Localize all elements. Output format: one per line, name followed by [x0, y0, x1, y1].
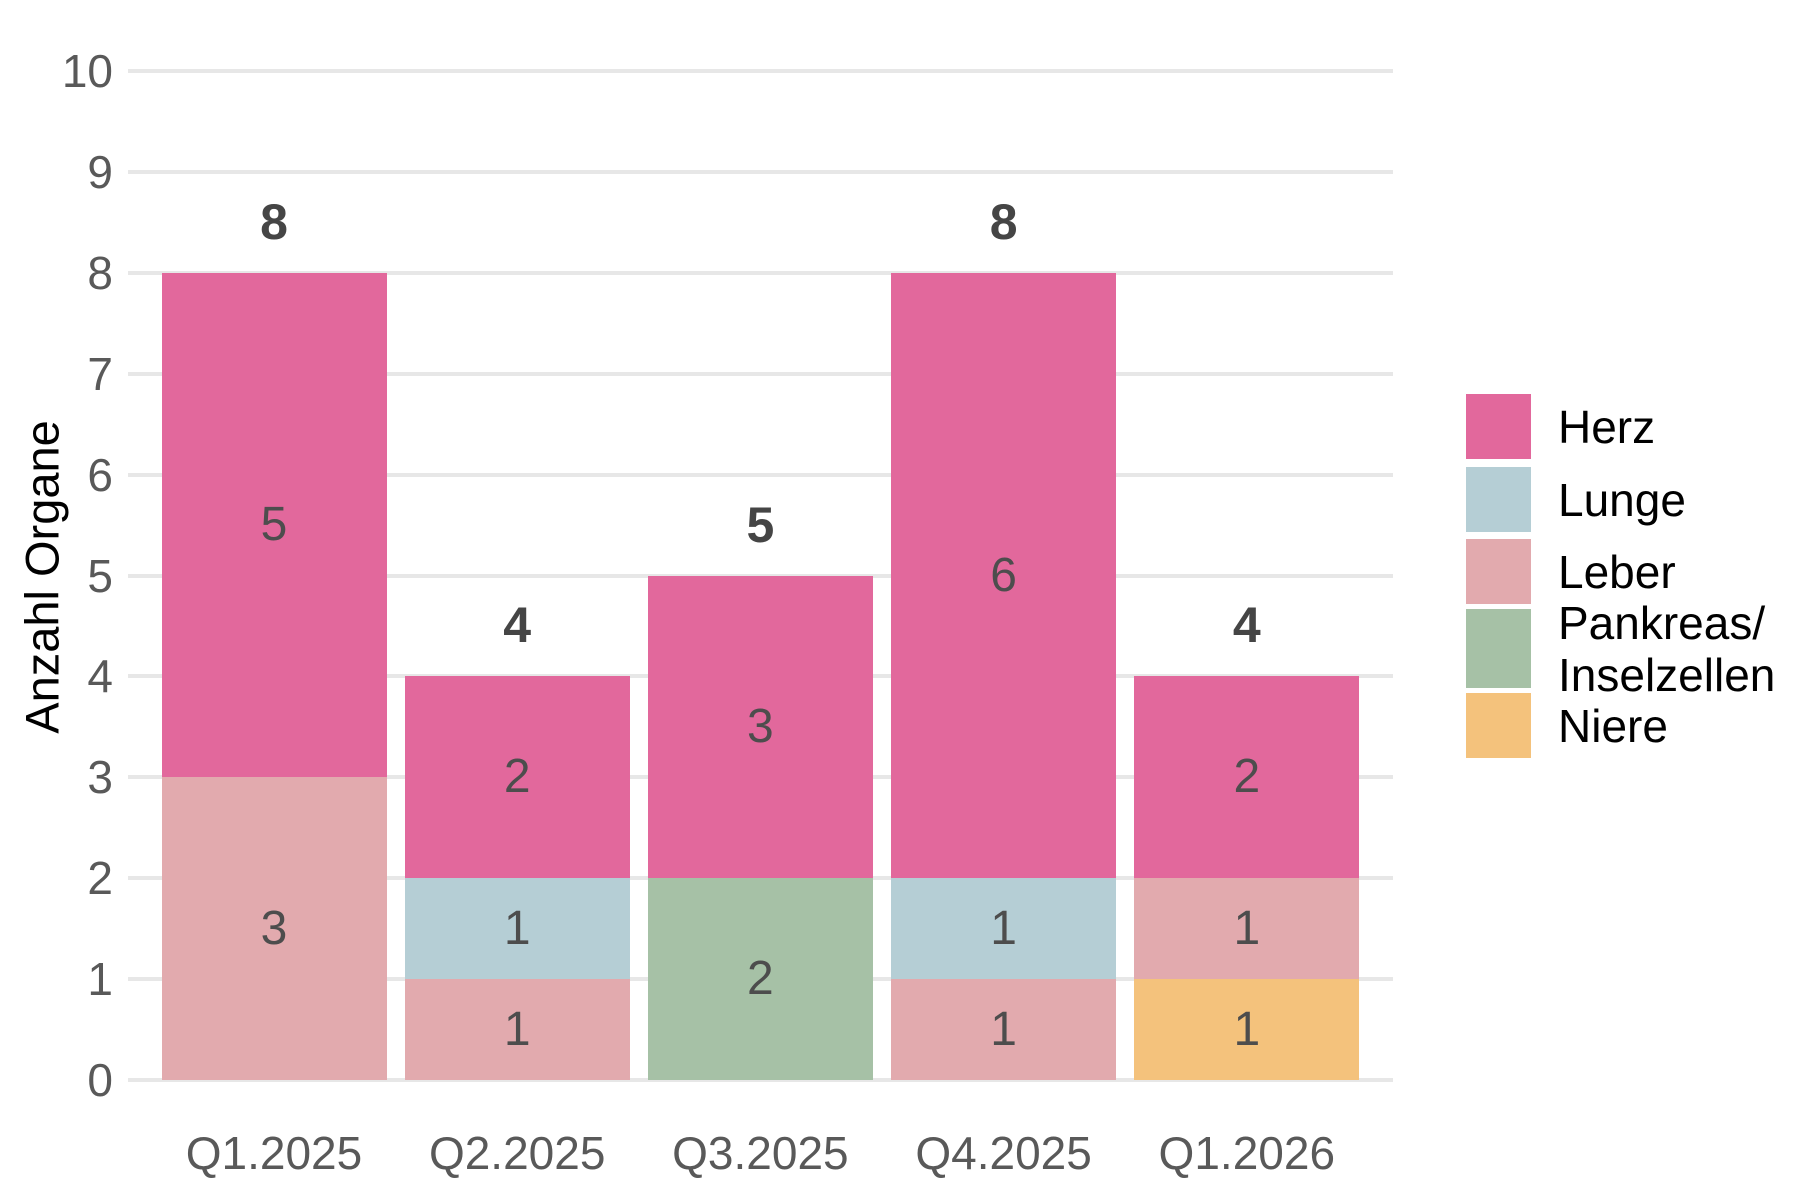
- bar-total-label: 4: [503, 597, 532, 654]
- segment-value-label: 1: [503, 1002, 531, 1056]
- legend-label-lunge: Lunge: [1558, 473, 1686, 526]
- legend-key-herz: [1466, 394, 1531, 459]
- y-tick-label: 3: [87, 751, 113, 804]
- x-axis-label: Q4.2025: [915, 1127, 1092, 1179]
- bar-segment-niere: [1134, 979, 1360, 1080]
- bar-segment-leber: [161, 777, 387, 1080]
- segment-value-label: 1: [1233, 1002, 1261, 1056]
- segment-value-label: 2: [503, 750, 531, 804]
- y-tick-label: 7: [87, 347, 113, 400]
- bar-total-label: 4: [1232, 597, 1261, 654]
- bar-segment-leber: [404, 979, 630, 1080]
- y-tick-label: 10: [61, 45, 113, 97]
- legend-label-niere: Niere: [1558, 699, 1668, 752]
- bar-segment-herz: [891, 272, 1117, 879]
- y-tick-label: 8: [87, 246, 113, 299]
- x-axis-label: Q3.2025: [672, 1127, 849, 1179]
- legend-key-pankreas-inselzellen: [1466, 609, 1531, 688]
- segment-value-label: 1: [1233, 901, 1261, 955]
- legend-key-niere: [1466, 693, 1531, 758]
- legend-key-leber: [1466, 539, 1531, 604]
- segment-value-label: 3: [747, 699, 774, 753]
- segment-value-label: 1: [503, 901, 531, 955]
- bar-segment-pankreas-inselzellen: [647, 878, 873, 1080]
- gridline: [128, 270, 1393, 275]
- bar-segment-herz: [161, 272, 387, 778]
- bar-total-label: 8: [989, 193, 1018, 250]
- y-tick-label: 6: [87, 448, 113, 501]
- bar-segment-herz: [404, 676, 630, 879]
- y-tick-label: 2: [87, 852, 113, 905]
- segment-value-label: 1: [990, 1002, 1017, 1056]
- x-axis-label: Q2.2025: [428, 1127, 606, 1179]
- x-axis-label: Q1.2025: [185, 1127, 363, 1179]
- gridline: [128, 472, 1393, 477]
- x-axis-label: Q1.2026: [1158, 1127, 1336, 1179]
- gridline: [128, 169, 1393, 174]
- segment-value-label: 2: [1233, 750, 1261, 804]
- y-tick-label: 0: [87, 1054, 113, 1106]
- bar-segment-leber: [1134, 878, 1360, 980]
- y-tick-label: 1: [87, 953, 113, 1006]
- segment-value-label: 2: [747, 952, 774, 1006]
- legend-key-lunge: [1466, 467, 1531, 532]
- bar-segment-lunge: [404, 878, 630, 980]
- y-tick-label: 5: [87, 549, 113, 602]
- y-tick-label: 4: [87, 650, 113, 703]
- gridline: [128, 69, 1393, 73]
- segment-value-label: 3: [260, 901, 288, 955]
- gridline: [128, 1078, 1393, 1082]
- legend-label-pankreas-inselzellen: Pankreas/ Inselzellen: [1558, 596, 1776, 701]
- legend-label-herz: Herz: [1558, 400, 1656, 453]
- bar-segment-herz: [647, 575, 873, 879]
- bar-segment-herz: [1134, 676, 1360, 879]
- y-tick-label: 9: [87, 145, 113, 198]
- segment-value-label: 6: [990, 548, 1017, 602]
- bar-segment-leber: [891, 979, 1117, 1080]
- bar-total-label: 8: [260, 193, 288, 250]
- segment-value-label: 5: [260, 498, 288, 552]
- segment-value-label: 1: [990, 901, 1017, 955]
- legend-label-leber: Leber: [1558, 545, 1676, 598]
- gridline: [128, 371, 1393, 376]
- bar-total-label: 5: [746, 496, 775, 553]
- bar-segment-lunge: [891, 878, 1117, 980]
